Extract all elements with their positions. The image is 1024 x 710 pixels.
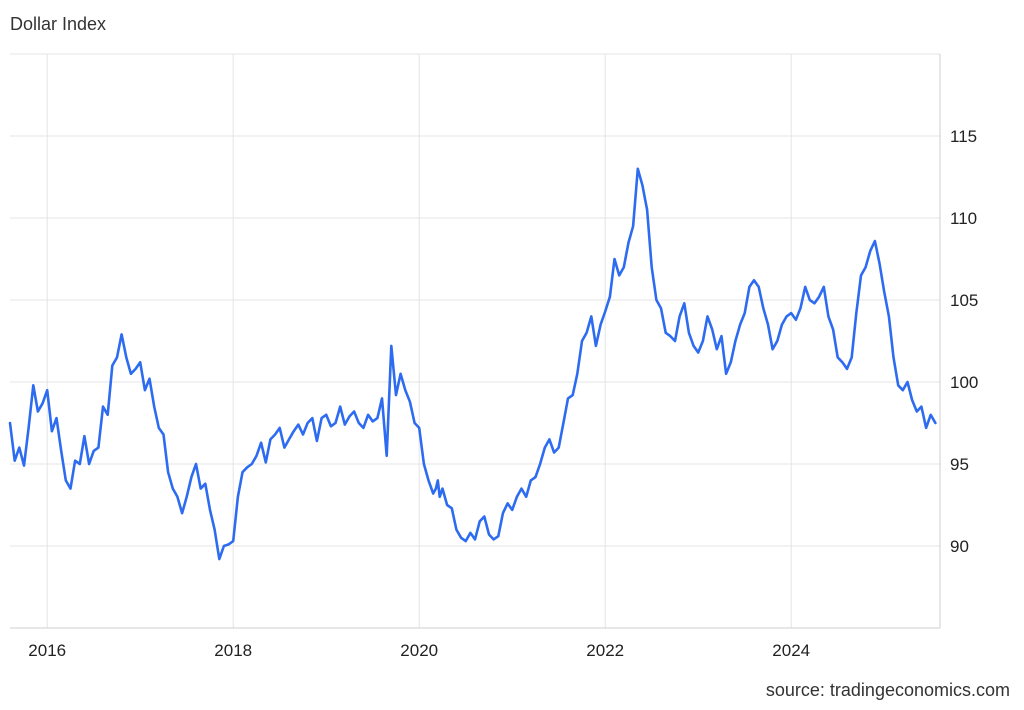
y-tick-label: 115 xyxy=(950,127,977,146)
chart-title: Dollar Index xyxy=(10,14,107,34)
x-tick-label: 2016 xyxy=(28,641,66,660)
y-tick-label: 100 xyxy=(950,373,978,392)
y-tick-label: 105 xyxy=(950,291,978,310)
series-layer xyxy=(8,167,937,561)
y-tick-label: 95 xyxy=(950,455,969,474)
y-tick-labels: 90 95 100 105 110 115 xyxy=(950,127,978,556)
x-tick-label: 2020 xyxy=(400,641,438,660)
axes xyxy=(10,54,941,629)
x-tick-label: 2018 xyxy=(214,641,252,660)
source-credit: source: tradingeconomics.com xyxy=(765,680,1010,700)
y-tick-label: 90 xyxy=(950,537,969,556)
x-tick-label: 2024 xyxy=(772,641,810,660)
series-line xyxy=(8,167,937,561)
x-tick-label: 2022 xyxy=(586,641,624,660)
x-tick-labels: 2016 2018 2020 2022 2024 xyxy=(28,641,810,660)
y-tick-label: 110 xyxy=(950,209,977,228)
grid-lines xyxy=(10,53,940,628)
